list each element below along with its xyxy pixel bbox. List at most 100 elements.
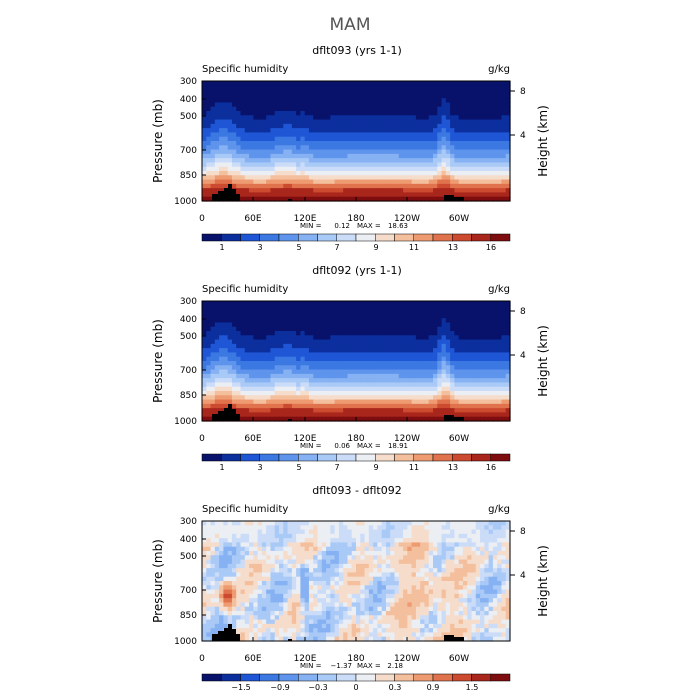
contour-cell xyxy=(501,352,507,358)
contour-cell xyxy=(356,563,361,569)
contour-cell xyxy=(385,525,391,531)
contour-cell xyxy=(356,331,361,336)
contour-cell xyxy=(210,81,216,86)
contour-cell xyxy=(484,132,490,138)
contour-cell xyxy=(240,81,246,86)
contour-cell xyxy=(219,391,224,396)
contour-cell xyxy=(351,529,357,535)
contour-cell xyxy=(454,111,460,116)
contour-cell xyxy=(313,179,319,185)
contour-cell xyxy=(219,141,224,146)
contour-cell xyxy=(274,313,280,319)
contour-cell xyxy=(321,563,327,569)
contour-cell xyxy=(385,322,391,328)
contour-cell xyxy=(356,546,361,552)
contour-cell xyxy=(458,309,464,315)
contour-cell xyxy=(390,521,396,526)
contour-cell xyxy=(394,305,400,311)
contour-cell xyxy=(219,525,224,531)
contour-cell xyxy=(437,546,443,552)
contour-cell xyxy=(356,538,361,544)
contour-cell xyxy=(501,85,507,91)
contour-cell xyxy=(428,85,434,91)
contour-cell xyxy=(261,98,267,104)
contour-cell xyxy=(385,361,391,366)
contour-cell xyxy=(257,175,263,181)
contour-cell xyxy=(445,98,451,104)
contour-cell xyxy=(501,339,507,345)
contour-cell xyxy=(326,123,331,129)
contour-cell xyxy=(236,331,242,336)
contour-cell xyxy=(219,102,224,108)
contour-cell xyxy=(497,542,503,548)
contour-cell xyxy=(334,162,340,168)
contour-cell xyxy=(415,305,421,311)
contour-cell xyxy=(471,305,477,311)
colorbar-swatch xyxy=(394,233,414,242)
contour-cell xyxy=(501,538,507,544)
contour-cell xyxy=(257,339,263,345)
contour-cell xyxy=(291,89,297,95)
contour-cell xyxy=(420,356,426,362)
contour-cell xyxy=(266,326,272,332)
contour-cell xyxy=(287,525,293,531)
y-tick-label: 1000 xyxy=(174,197,197,207)
contour-cell xyxy=(343,391,349,396)
contour-cell xyxy=(219,373,224,379)
contour-cell xyxy=(296,119,301,125)
contour-cell xyxy=(360,412,366,418)
contour-cell xyxy=(240,188,246,194)
contour-cell xyxy=(475,309,481,315)
contour-cell xyxy=(428,356,434,362)
contour-cell xyxy=(300,123,306,129)
contour-cell xyxy=(351,309,357,315)
contour-cell xyxy=(501,141,507,146)
contour-cell xyxy=(206,309,212,315)
colorbar-swatch xyxy=(259,453,280,462)
contour-cell xyxy=(385,542,391,548)
contour-cell xyxy=(223,149,229,155)
contour-cell xyxy=(206,119,212,125)
contour-cell xyxy=(330,309,336,315)
contour-cell xyxy=(450,171,455,176)
units-label: g/kg xyxy=(488,504,510,515)
contour-cell xyxy=(454,352,460,358)
contour-cell xyxy=(231,128,237,134)
contour-cell xyxy=(385,369,391,375)
contour-cell xyxy=(326,175,331,181)
contour-cell xyxy=(484,343,490,349)
contour-cell xyxy=(317,356,323,362)
contour-cell xyxy=(214,378,220,384)
panel-title: dflt093 (yrs 1-1) xyxy=(312,44,402,57)
contour-cell xyxy=(368,356,374,362)
contour-cell xyxy=(202,546,207,552)
contour-cell xyxy=(385,399,391,405)
contour-cell xyxy=(475,111,481,116)
contour-cell xyxy=(219,326,224,332)
contour-cell xyxy=(492,313,498,319)
contour-cell xyxy=(338,408,344,414)
contour-cell xyxy=(266,145,272,151)
contour-cell xyxy=(338,313,344,319)
contour-cell xyxy=(454,123,460,129)
contour-cell xyxy=(360,318,366,324)
contour-cell xyxy=(338,322,344,328)
contour-cell xyxy=(300,305,306,311)
contour-cell xyxy=(458,98,464,104)
contour-cell xyxy=(334,559,340,565)
contour-cell xyxy=(368,171,374,176)
contour-cell xyxy=(403,373,408,379)
contour-cell xyxy=(300,141,306,146)
contour-cell xyxy=(317,93,323,99)
contour-cell xyxy=(501,318,507,324)
contour-cell xyxy=(326,559,331,565)
contour-cell xyxy=(415,128,421,134)
contour-cell xyxy=(326,81,331,86)
contour-cell xyxy=(484,318,490,324)
contour-cell xyxy=(244,318,250,324)
contour-cell xyxy=(261,89,267,95)
contour-cell xyxy=(360,132,366,138)
colorbar-swatch xyxy=(413,233,434,242)
contour-cell xyxy=(428,563,434,569)
contour-cell xyxy=(471,551,477,556)
